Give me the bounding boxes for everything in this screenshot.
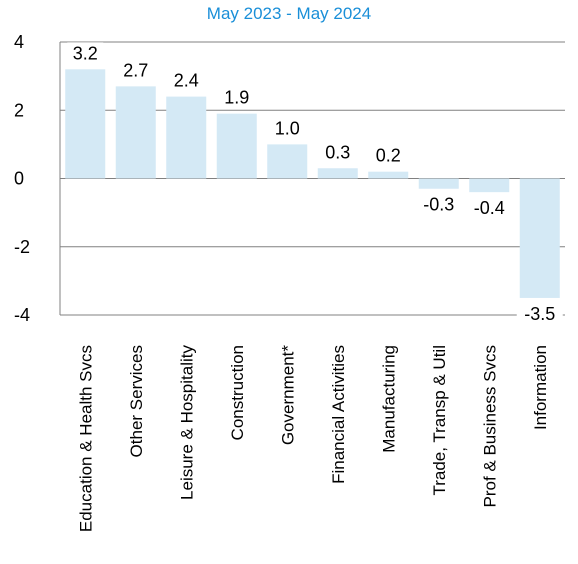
bar-1: [115, 86, 156, 179]
data-label-1: 2.7: [123, 60, 148, 80]
data-label-9: -3.5: [524, 304, 555, 324]
data-label-bg-7: [415, 193, 462, 216]
bar-7: [418, 178, 459, 189]
data-label-bg-0: [67, 42, 104, 65]
category-label-0: Education & Health Svcs: [76, 345, 95, 532]
bar-5: [317, 168, 358, 179]
data-label-2: 2.4: [174, 71, 199, 91]
category-label-3: Construction: [228, 345, 247, 440]
bar-3: [216, 113, 257, 179]
data-label-bg-4: [269, 117, 306, 140]
y-tick-label: -4: [14, 305, 30, 325]
y-tick-label: 2: [14, 100, 24, 120]
data-label-bg-6: [370, 144, 407, 167]
data-label-bg-1: [117, 59, 154, 82]
category-label-8: Prof & Business Svcs: [480, 345, 499, 508]
data-label-5: 0.3: [325, 142, 350, 162]
category-label-1: Other Services: [127, 345, 146, 457]
data-label-3: 1.9: [224, 88, 249, 108]
bar-6: [368, 171, 409, 179]
y-tick-label: -2: [14, 237, 30, 257]
bar-2: [166, 96, 207, 179]
category-label-5: Financial Activities: [329, 345, 348, 484]
data-label-8: -0.4: [474, 198, 505, 218]
data-label-6: 0.2: [376, 146, 401, 166]
chart-title: May 2023 - May 2024: [206, 4, 372, 23]
category-label-7: Trade, Transp & Util: [430, 345, 449, 496]
data-label-bg-8: [466, 197, 513, 220]
category-label-9: Information: [531, 345, 550, 430]
category-label-2: Leisure & Hospitality: [177, 345, 196, 500]
y-tick-label: 4: [14, 32, 24, 52]
data-label-0: 3.2: [73, 43, 98, 63]
data-label-bg-9: [516, 302, 563, 325]
data-label-4: 1.0: [275, 118, 300, 138]
data-label-bg-3: [218, 86, 255, 109]
category-label-4: Government*: [278, 345, 297, 446]
data-label-7: -0.3: [423, 195, 454, 215]
bar-4: [267, 144, 308, 179]
category-label-6: Manufacturing: [379, 345, 398, 453]
bar-0: [65, 69, 106, 179]
bar-9: [519, 178, 560, 298]
bar-8: [469, 178, 510, 193]
data-label-bg-5: [319, 141, 356, 164]
data-label-bg-2: [168, 69, 205, 92]
y-tick-label: 0: [14, 169, 24, 189]
